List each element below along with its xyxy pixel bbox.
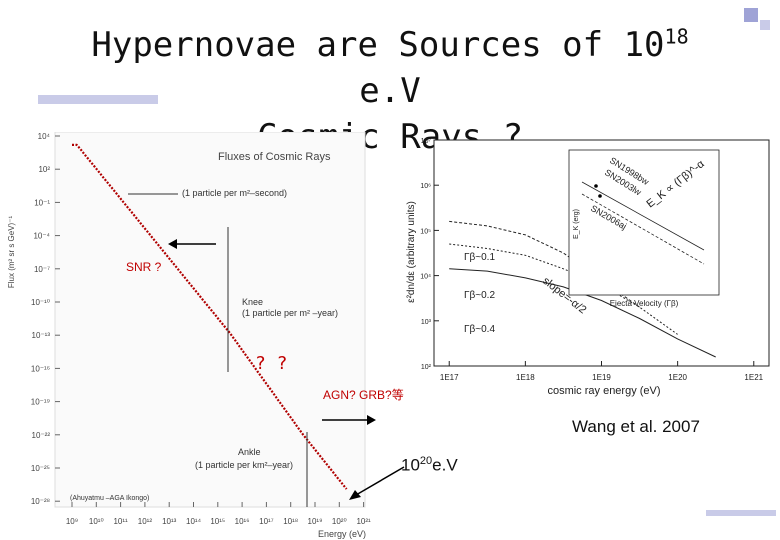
flux-y-tick-11: 10⁻²⁸ bbox=[31, 497, 50, 506]
flux-x-tick-7: 10¹⁶ bbox=[235, 517, 250, 526]
wang-y-tick-4: 10³ bbox=[421, 319, 432, 326]
flux-x-tick-5: 10¹⁴ bbox=[186, 517, 202, 526]
wang-series-label-0: Γβ~0.1 bbox=[464, 252, 495, 263]
snr-label: SNR ? bbox=[126, 260, 162, 274]
wang-y-tick-3: 10⁴ bbox=[420, 274, 431, 281]
flux-plot-area bbox=[54, 132, 366, 508]
flux-x-ticks: 10⁹ 10¹⁰ 10¹¹ 10¹² 10¹³ 10¹⁴ 10¹⁵ 10¹⁶ 10¹⁷ 10¹⁸ 1… bbox=[66, 502, 371, 526]
top-left-decor-bar bbox=[38, 95, 158, 104]
flux-legend-note: (Ahuyatmu –AGA Ikongo) bbox=[70, 495, 149, 502]
flux-x-tick-8: 10¹⁷ bbox=[259, 517, 274, 526]
wang-x-axis-label: cosmic ray energy (eV) bbox=[547, 385, 660, 397]
flux-x-tick-0: 10⁹ bbox=[66, 517, 78, 526]
flux-y-axis-label: Flux (m² sr s GeV)⁻¹ bbox=[7, 216, 16, 289]
wang-x-ticks: 1E17 1E18 1E19 1E20 1E21 bbox=[440, 361, 764, 382]
flux-x-tick-4: 10¹³ bbox=[162, 517, 177, 526]
wang-x-tick-1: 1E18 bbox=[516, 373, 535, 382]
wang-x-tick-4: 1E21 bbox=[744, 373, 763, 382]
wang-y-tick-2: 10⁵ bbox=[420, 228, 431, 235]
flux-x-tick-11: 10²⁰ bbox=[332, 517, 347, 526]
inset-x-axis-label: Ejecta Velocity (Γβ) bbox=[610, 299, 679, 308]
flux-y-tick-7: 10⁻¹⁶ bbox=[31, 364, 50, 373]
wang-y-axis-label: ε²dn/dε (arbitrary units) bbox=[406, 201, 417, 303]
inset-line-1 bbox=[581, 181, 705, 251]
flux-y-tick-4: 10⁻⁷ bbox=[34, 265, 50, 274]
flux-x-tick-1: 10¹⁰ bbox=[89, 517, 104, 526]
annotation-knee-rate: (1 particle per m² –year) bbox=[242, 308, 338, 318]
wang-x-tick-3: 1E20 bbox=[668, 373, 687, 382]
inset-point-sn2006aj bbox=[598, 194, 602, 198]
flux-y-tick-5: 10⁻¹⁰ bbox=[31, 298, 50, 307]
wang-y-tick-5: 10² bbox=[421, 364, 432, 371]
flux-x-tick-2: 10¹¹ bbox=[113, 517, 128, 526]
unknown-source-label: ? ? bbox=[255, 353, 288, 374]
wang-series-label-2: Γβ~0.4 bbox=[464, 324, 495, 335]
cosmic-ray-flux-figure: Fluxes of Cosmic Rays Flux (m² sr s GeV)… bbox=[7, 132, 371, 539]
agn-grb-label: AGN? GRB?等 bbox=[323, 388, 404, 402]
snr-arrow bbox=[168, 239, 216, 249]
inset-y-axis-label: E_K (erg) bbox=[573, 209, 580, 239]
flux-x-axis-label: Energy (eV) bbox=[318, 529, 366, 539]
citation: Wang et al. 2007 bbox=[572, 417, 700, 436]
flux-y-tick-3: 10⁻⁴ bbox=[33, 232, 50, 241]
flux-y-tick-8: 10⁻¹⁹ bbox=[31, 398, 50, 407]
energy-arrow bbox=[349, 466, 405, 500]
flux-y-ticks: 10⁴ 10² 10⁻¹ 10⁻⁴ 10⁻⁷ 10⁻¹⁰ 10⁻¹³ 10⁻¹⁶ 10⁻¹⁹ 10… bbox=[31, 132, 60, 506]
bottom-right-decor-bar bbox=[706, 510, 776, 516]
wang-series-labels: Γβ~0.1 Γβ~0.2 Γβ~0.4 bbox=[464, 252, 495, 335]
annotation-knee: Knee bbox=[242, 297, 263, 307]
annotation-ankle-rate: (1 particle per km²–year) bbox=[195, 460, 293, 470]
wang-series-line-1 bbox=[449, 243, 678, 335]
flux-x-tick-3: 10¹² bbox=[138, 517, 153, 526]
wang-x-tick-2: 1E19 bbox=[592, 373, 611, 382]
flux-spectrum-curve bbox=[72, 143, 348, 490]
energy-1e20-label: 1020e.V bbox=[401, 455, 458, 475]
inset-point-sn2003lw bbox=[594, 184, 598, 188]
flux-y-tick-1: 10² bbox=[38, 165, 50, 174]
wang-series-line-0 bbox=[449, 220, 640, 308]
top-right-decor-square bbox=[744, 8, 758, 22]
flux-x-tick-10: 10¹⁹ bbox=[308, 517, 323, 526]
flux-x-tick-9: 10¹⁸ bbox=[283, 517, 298, 526]
top-right-decor-square-2 bbox=[760, 20, 770, 30]
flux-y-tick-0: 10⁴ bbox=[38, 132, 51, 141]
flux-y-tick-6: 10⁻¹³ bbox=[32, 331, 51, 340]
flux-y-tick-2: 10⁻¹ bbox=[34, 198, 50, 207]
flux-x-tick-6: 10¹⁵ bbox=[210, 517, 225, 526]
wang-series-label-1: Γβ~0.2 bbox=[464, 290, 495, 301]
inset-line-2 bbox=[581, 193, 705, 265]
annotation-one-per-m2-second: (1 particle per m²–second) bbox=[182, 188, 287, 198]
flux-chart-title: Fluxes of Cosmic Rays bbox=[218, 151, 331, 163]
wang-y-tick-0: 10⁷ bbox=[421, 138, 432, 145]
annotation-ankle: Ankle bbox=[238, 447, 261, 457]
flux-y-tick-9: 10⁻²² bbox=[32, 431, 51, 440]
agn-arrow bbox=[322, 415, 376, 425]
flux-x-tick-12: 10²¹ bbox=[356, 517, 371, 526]
wang-x-tick-0: 1E17 bbox=[440, 373, 459, 382]
inset-frame bbox=[568, 149, 720, 296]
wang-y-ticks: 10⁷ 10⁶ 10⁵ 10⁴ 10³ 10² bbox=[420, 138, 439, 371]
wang-y-tick-1: 10⁶ bbox=[420, 183, 431, 190]
flux-y-tick-10: 10⁻²⁵ bbox=[31, 464, 50, 473]
